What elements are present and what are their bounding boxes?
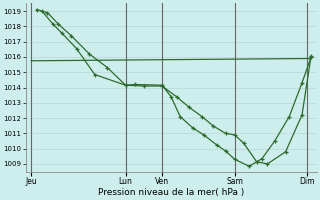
X-axis label: Pression niveau de la mer( hPa ): Pression niveau de la mer( hPa ): [98, 188, 244, 197]
